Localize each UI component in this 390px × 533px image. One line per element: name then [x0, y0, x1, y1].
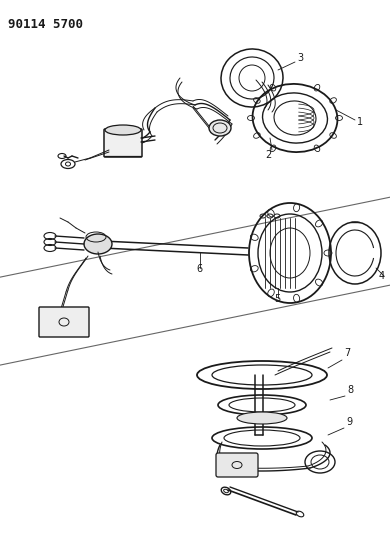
FancyBboxPatch shape: [216, 453, 258, 477]
Ellipse shape: [84, 234, 112, 254]
Text: 9: 9: [346, 417, 352, 427]
Text: 90114 5700: 90114 5700: [8, 18, 83, 31]
Ellipse shape: [209, 120, 231, 136]
Ellipse shape: [237, 412, 287, 424]
Text: 2: 2: [265, 150, 271, 160]
Text: 5: 5: [274, 294, 280, 304]
Text: 4: 4: [379, 271, 385, 281]
Text: 8: 8: [347, 385, 353, 395]
Text: 6: 6: [196, 264, 202, 274]
FancyBboxPatch shape: [39, 307, 89, 337]
Ellipse shape: [105, 125, 141, 135]
FancyBboxPatch shape: [104, 129, 142, 157]
Text: 3: 3: [297, 53, 303, 63]
Text: 7: 7: [344, 348, 350, 358]
Text: 1: 1: [357, 117, 363, 127]
